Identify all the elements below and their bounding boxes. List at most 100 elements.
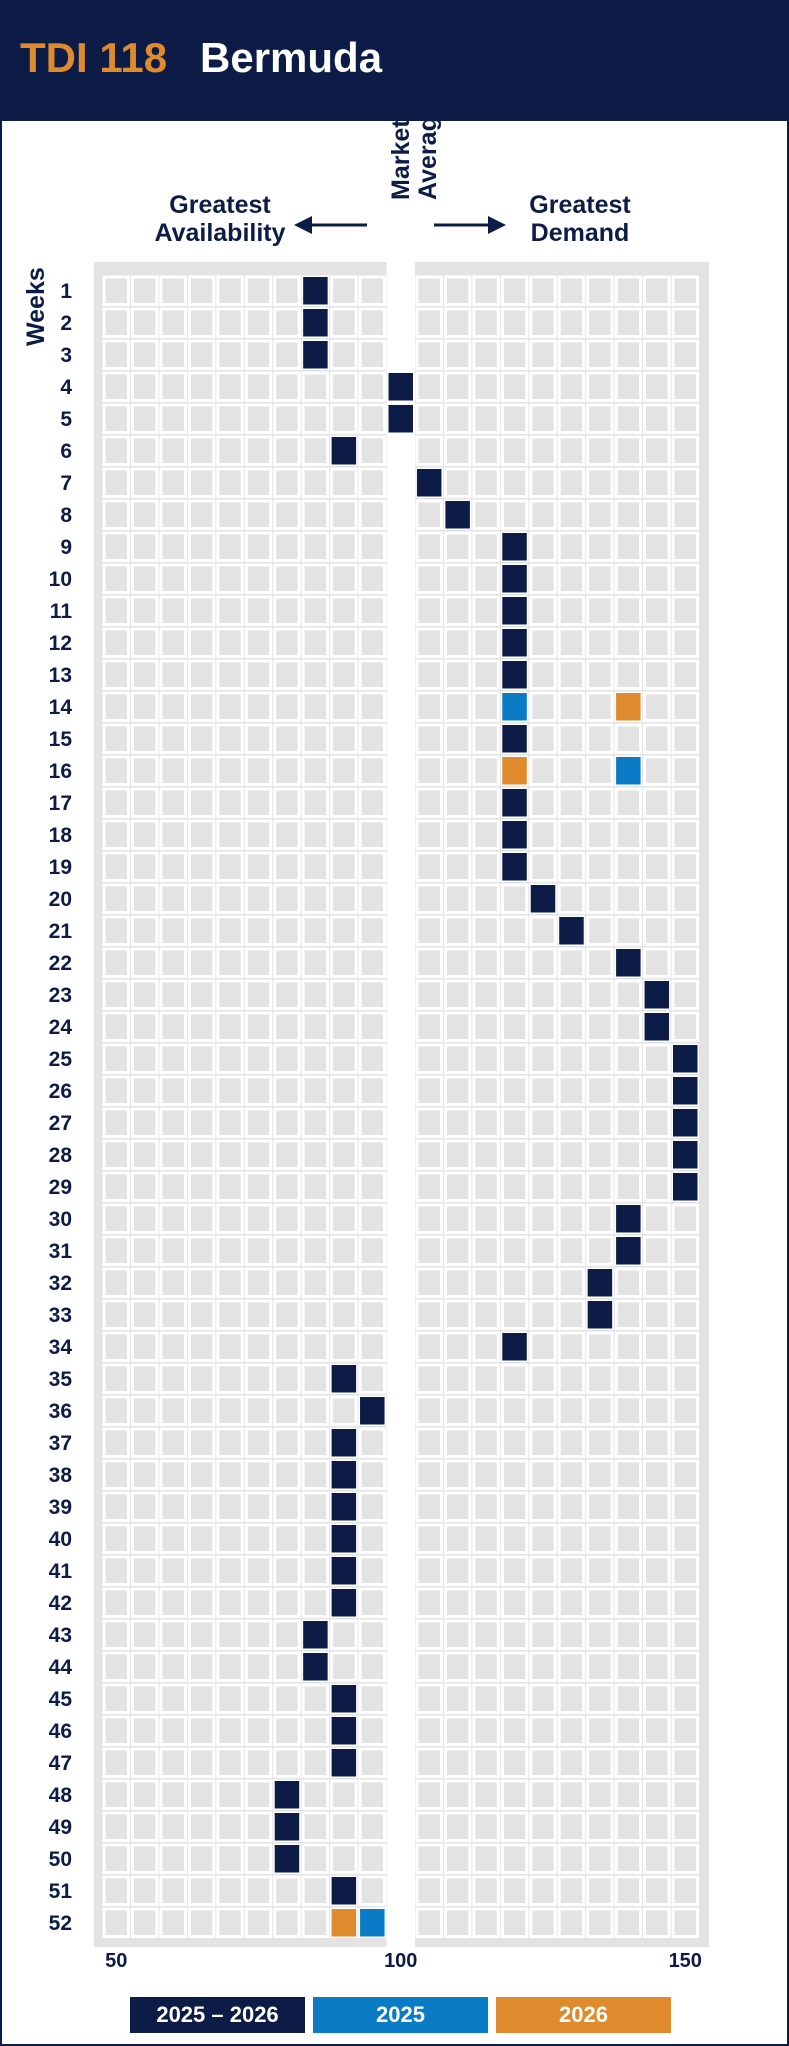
grid-cell bbox=[415, 947, 443, 978]
grid-cell bbox=[472, 1747, 500, 1778]
grid-cell bbox=[187, 1011, 216, 1042]
grid-cell bbox=[301, 787, 330, 818]
grid-cell bbox=[529, 851, 557, 882]
grid-cell bbox=[330, 659, 358, 690]
grid-cell bbox=[273, 1523, 301, 1554]
grid-cell bbox=[529, 1907, 557, 1938]
grid-cell bbox=[159, 979, 187, 1010]
grid-cell bbox=[216, 563, 244, 594]
grid-cell bbox=[472, 595, 500, 626]
grid-cell bbox=[216, 915, 244, 946]
grid-cell bbox=[330, 307, 358, 338]
week-label: 10 bbox=[49, 568, 72, 591]
week-label: 11 bbox=[50, 600, 73, 623]
grid-cell bbox=[614, 1139, 643, 1170]
grid-cell bbox=[102, 467, 130, 498]
grid-cell bbox=[301, 659, 330, 690]
grid-cell bbox=[330, 1651, 358, 1682]
grid-cell bbox=[557, 435, 586, 466]
mark-2025-2026 bbox=[502, 853, 527, 881]
week-label: 26 bbox=[49, 1080, 72, 1103]
grid-cell bbox=[130, 1267, 159, 1298]
week-label: 51 bbox=[49, 1880, 73, 1903]
grid-cell bbox=[330, 1203, 358, 1234]
grid-cell bbox=[244, 1395, 273, 1426]
grid-cell bbox=[273, 275, 301, 306]
grid-cell bbox=[102, 403, 130, 434]
grid-cell bbox=[273, 787, 301, 818]
grid-cell bbox=[216, 1587, 244, 1618]
grid-cell bbox=[557, 947, 586, 978]
grid-cell bbox=[614, 1459, 643, 1490]
grid-cell bbox=[557, 1491, 586, 1522]
grid-cell bbox=[586, 723, 614, 754]
grid-cell bbox=[443, 1363, 472, 1394]
grid-cell bbox=[216, 627, 244, 658]
page-header: TDI 118 Bermuda bbox=[0, 0, 789, 121]
grid-cell bbox=[244, 787, 273, 818]
grid-cell bbox=[358, 1875, 387, 1906]
grid-cell bbox=[187, 435, 216, 466]
left-heading-line2: Availability bbox=[154, 219, 286, 247]
grid-cell bbox=[358, 755, 387, 786]
grid-cell bbox=[472, 371, 500, 402]
grid-cell bbox=[586, 435, 614, 466]
grid-cell bbox=[244, 563, 273, 594]
grid-cell bbox=[643, 947, 671, 978]
grid-cell bbox=[643, 1843, 671, 1874]
grid-cell bbox=[529, 1235, 557, 1266]
grid-cell bbox=[216, 1651, 244, 1682]
grid-cell bbox=[358, 499, 387, 530]
grid-cell bbox=[102, 1299, 130, 1330]
grid-cell bbox=[130, 1171, 159, 1202]
grid-cell bbox=[159, 1075, 187, 1106]
grid-cell bbox=[273, 307, 301, 338]
grid-cell bbox=[187, 595, 216, 626]
mark-2025-2026 bbox=[445, 501, 470, 529]
grid-cell bbox=[671, 1619, 699, 1650]
grid-cell bbox=[187, 1075, 216, 1106]
grid-cell bbox=[159, 1043, 187, 1074]
grid-cell bbox=[187, 627, 216, 658]
grid-cell bbox=[529, 595, 557, 626]
grid-cell bbox=[586, 787, 614, 818]
grid-cell bbox=[415, 1363, 443, 1394]
grid-cell bbox=[500, 1011, 529, 1042]
grid-cell bbox=[500, 1459, 529, 1490]
grid-cell bbox=[330, 1139, 358, 1170]
grid-cell bbox=[443, 1715, 472, 1746]
grid-cell bbox=[557, 275, 586, 306]
grid-cell bbox=[244, 1811, 273, 1842]
grid-cell bbox=[330, 1779, 358, 1810]
grid-cell bbox=[244, 339, 273, 370]
grid-cell bbox=[500, 1491, 529, 1522]
grid-cell bbox=[244, 1875, 273, 1906]
grid-cell bbox=[586, 659, 614, 690]
grid-cell bbox=[358, 339, 387, 370]
left-arrow bbox=[294, 216, 367, 234]
grid-cell bbox=[301, 1267, 330, 1298]
mark-2025-2026 bbox=[388, 405, 413, 433]
grid-cell bbox=[415, 755, 443, 786]
grid-cell bbox=[102, 1395, 130, 1426]
grid-cell bbox=[216, 1299, 244, 1330]
grid-cell bbox=[614, 915, 643, 946]
grid-cell bbox=[443, 339, 472, 370]
mark-2025-2026 bbox=[587, 1269, 613, 1297]
grid-cell bbox=[358, 307, 387, 338]
grid-cell bbox=[643, 1331, 671, 1362]
grid-cell bbox=[443, 1203, 472, 1234]
grid-cell bbox=[244, 1299, 273, 1330]
grid-cell bbox=[643, 1523, 671, 1554]
grid-cell bbox=[671, 659, 699, 690]
grid-cell bbox=[500, 1619, 529, 1650]
grid-cell bbox=[216, 1139, 244, 1170]
grid-cell bbox=[472, 1555, 500, 1586]
grid-cell bbox=[130, 1075, 159, 1106]
grid-cell bbox=[415, 1459, 443, 1490]
grid-cell bbox=[614, 1267, 643, 1298]
grid-cell bbox=[159, 947, 187, 978]
grid-cell bbox=[273, 499, 301, 530]
week-label: 1 bbox=[60, 280, 72, 303]
grid-cell bbox=[358, 659, 387, 690]
